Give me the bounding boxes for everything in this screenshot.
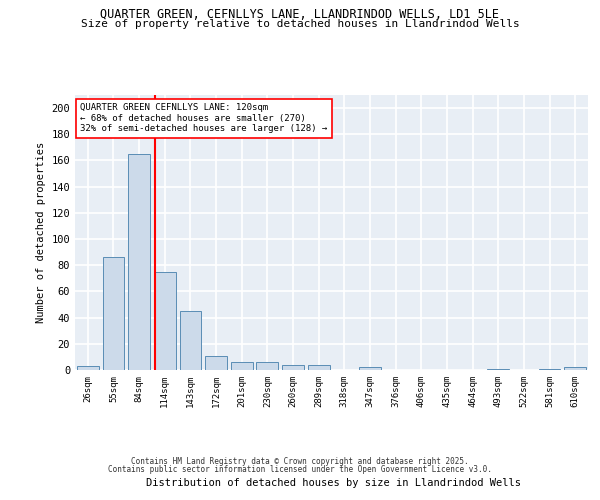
Text: Contains public sector information licensed under the Open Government Licence v3: Contains public sector information licen… [108, 465, 492, 474]
Bar [205, 356, 227, 370]
Bar [282, 365, 304, 370]
Bar [77, 366, 99, 370]
Text: Distribution of detached houses by size in Llandrindod Wells: Distribution of detached houses by size … [146, 478, 521, 488]
Bar [256, 362, 278, 370]
Bar [308, 365, 329, 370]
Bar [103, 258, 124, 370]
Text: QUARTER GREEN CEFNLLYS LANE: 120sqm
← 68% of detached houses are smaller (270)
3: QUARTER GREEN CEFNLLYS LANE: 120sqm ← 68… [80, 104, 328, 133]
Bar [154, 272, 176, 370]
Text: Contains HM Land Registry data © Crown copyright and database right 2025.: Contains HM Land Registry data © Crown c… [131, 457, 469, 466]
Bar [231, 362, 253, 370]
Bar [179, 311, 202, 370]
Bar [359, 368, 381, 370]
Bar [487, 368, 509, 370]
Y-axis label: Number of detached properties: Number of detached properties [36, 142, 46, 323]
Bar [564, 368, 586, 370]
Bar [539, 368, 560, 370]
Text: Size of property relative to detached houses in Llandrindod Wells: Size of property relative to detached ho… [80, 19, 520, 29]
Bar [128, 154, 150, 370]
Text: QUARTER GREEN, CEFNLLYS LANE, LLANDRINDOD WELLS, LD1 5LE: QUARTER GREEN, CEFNLLYS LANE, LLANDRINDO… [101, 8, 499, 20]
